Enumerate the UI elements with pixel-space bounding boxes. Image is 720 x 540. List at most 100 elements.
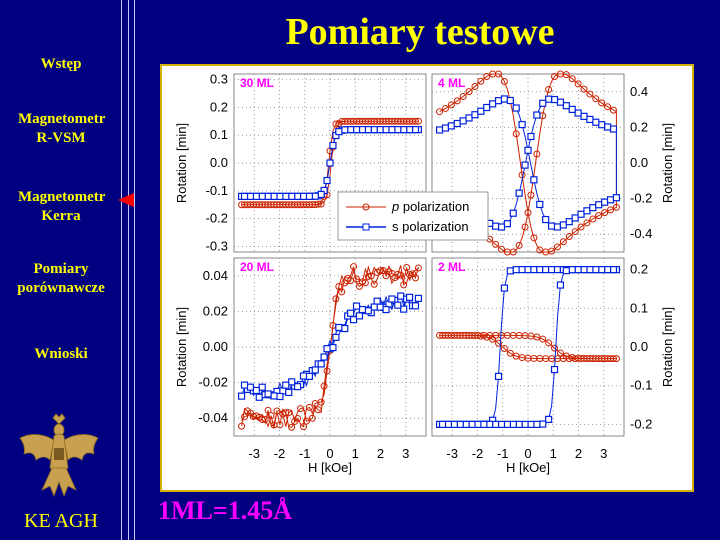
s-polarization-point — [545, 415, 553, 423]
s-polarization-point — [533, 111, 541, 119]
s-polarization-point — [305, 372, 313, 380]
p-polarization-point — [299, 423, 307, 431]
nav-item-wnioski[interactable]: Wnioski — [34, 346, 88, 362]
p-polarization-point — [241, 201, 249, 209]
p-polarization-point — [314, 406, 322, 414]
p-polarization-point — [332, 120, 340, 128]
p-polarization-point — [583, 219, 591, 227]
s-polarization-point — [568, 105, 576, 113]
legend-p-marker — [362, 203, 370, 211]
s-polarization-point — [335, 323, 343, 332]
s-polarization-point — [370, 126, 378, 134]
s-polarization-point — [603, 123, 612, 131]
nav-item-kerr[interactable]: Magnetometr Kerra — [18, 189, 106, 224]
p-polarization-point — [273, 407, 281, 415]
subplot-2: 0.04 0.02 0.00 -0.02 -0.04 20 ML Rotation [min… — [174, 257, 427, 475]
s-polarization-point — [376, 303, 384, 311]
page-title: Pomiary testowe — [285, 11, 555, 53]
s-polarization-point — [580, 266, 588, 274]
p-polarization-point — [323, 367, 331, 375]
s-polarization-point — [503, 420, 511, 428]
s-polarization-point — [556, 98, 565, 106]
p-polarization-point — [238, 422, 246, 430]
nav-item-porownawcze[interactable]: Pomiary porównawcze — [17, 261, 105, 296]
s-polarization-point — [518, 120, 526, 129]
s-polarization-point — [483, 103, 491, 112]
s-polarization-point — [509, 420, 517, 428]
s-polarization-point — [311, 192, 319, 200]
nav-item-rvsm[interactable]: Magnetometr R-VSM — [18, 111, 106, 146]
p-polarization-point — [370, 280, 378, 288]
x-axis-title: H [kOe] — [308, 460, 352, 475]
s-polarization-point — [494, 97, 503, 105]
s-polarization-point — [518, 266, 526, 274]
s-polarization-point — [462, 420, 470, 428]
p-polarization-point — [492, 240, 500, 248]
s-polarization-point — [577, 210, 585, 218]
p-polarization-point — [252, 412, 260, 420]
s-polarization-point — [299, 192, 308, 200]
s-polarization-point — [491, 420, 500, 428]
y-axis-title: Rotation [min] — [174, 307, 189, 387]
p-polarization-point — [397, 271, 405, 279]
p-polarization-point — [515, 241, 523, 249]
nav-item-wstep[interactable]: Wstęp — [40, 56, 82, 72]
y-tick-label: 0.02 — [203, 303, 228, 318]
p-polarization-point — [414, 264, 422, 272]
s-polarization-point — [503, 220, 511, 228]
y-tick-label: -0.2 — [630, 416, 652, 431]
p-polarization-point — [388, 269, 396, 277]
s-polarization-point — [601, 198, 609, 206]
s-polarization-point — [515, 420, 523, 428]
s-polarization-point — [438, 420, 447, 428]
s-polarization-point — [240, 192, 249, 200]
subplot-3: 0.2 0.1 0.0 -0.1 -0.2 2 ML Rotation [min] -3 -2-… — [431, 257, 675, 475]
s-polarization-point — [382, 126, 390, 134]
s-polarization-point — [388, 126, 396, 134]
x-tick-label: 2 — [575, 446, 582, 461]
p-polarization-point — [376, 267, 384, 275]
p-polarization-point — [571, 228, 579, 236]
y-axis-title: Rotation [min] — [660, 123, 675, 203]
s-polarization-point — [550, 365, 559, 374]
p-polarization-point — [586, 90, 594, 98]
s-polarization-point — [388, 295, 396, 303]
red-triangle-arrow-icon — [118, 193, 134, 207]
s-polarization-point — [400, 305, 408, 313]
s-polarization-point — [571, 214, 579, 222]
s-polarization-point — [394, 126, 402, 134]
p-polarization-point — [358, 278, 366, 286]
s-polarization-point — [536, 200, 544, 209]
s-polarization-point — [574, 266, 582, 274]
s-polarization-point — [465, 114, 473, 122]
s-polarization-point — [556, 281, 565, 289]
s-polarization-point — [530, 176, 538, 184]
s-polarization-point — [592, 266, 600, 274]
p-polarization-point — [335, 120, 343, 128]
s-polarization-point — [524, 146, 532, 154]
sidebar-divider-1 — [121, 0, 122, 540]
s-polarization-point — [246, 192, 255, 200]
footer-institution: KE AGH — [24, 510, 98, 532]
chart-panel: 0.3 0.2 0.1 0.0 -0.1 -0.2 -0.3 30 ML Rotation [m… — [160, 64, 694, 492]
s-polarization-point — [524, 266, 532, 274]
s-polarization-point — [542, 266, 550, 274]
s-polarization-point — [509, 209, 517, 217]
s-polarization-point — [494, 372, 503, 381]
s-polarization-point — [400, 126, 408, 134]
p-polarization-point — [350, 263, 358, 271]
p-polarization-point — [506, 349, 514, 357]
p-polarization-point — [414, 117, 422, 125]
s-polarization-point — [285, 388, 293, 397]
s-polarization-point — [562, 267, 570, 275]
s-polarization-point — [603, 266, 612, 274]
s-polarization-point — [539, 99, 547, 107]
p-polarization-point — [453, 97, 461, 105]
s-polarization-point — [270, 392, 278, 400]
x-tick-label: -1 — [299, 446, 311, 461]
p-polarization-point — [332, 295, 340, 303]
y-tick-label: 0.1 — [630, 300, 648, 315]
s-polarization-point — [506, 267, 514, 275]
s-polarization-point — [264, 390, 272, 398]
s-polarization-point — [450, 420, 458, 428]
